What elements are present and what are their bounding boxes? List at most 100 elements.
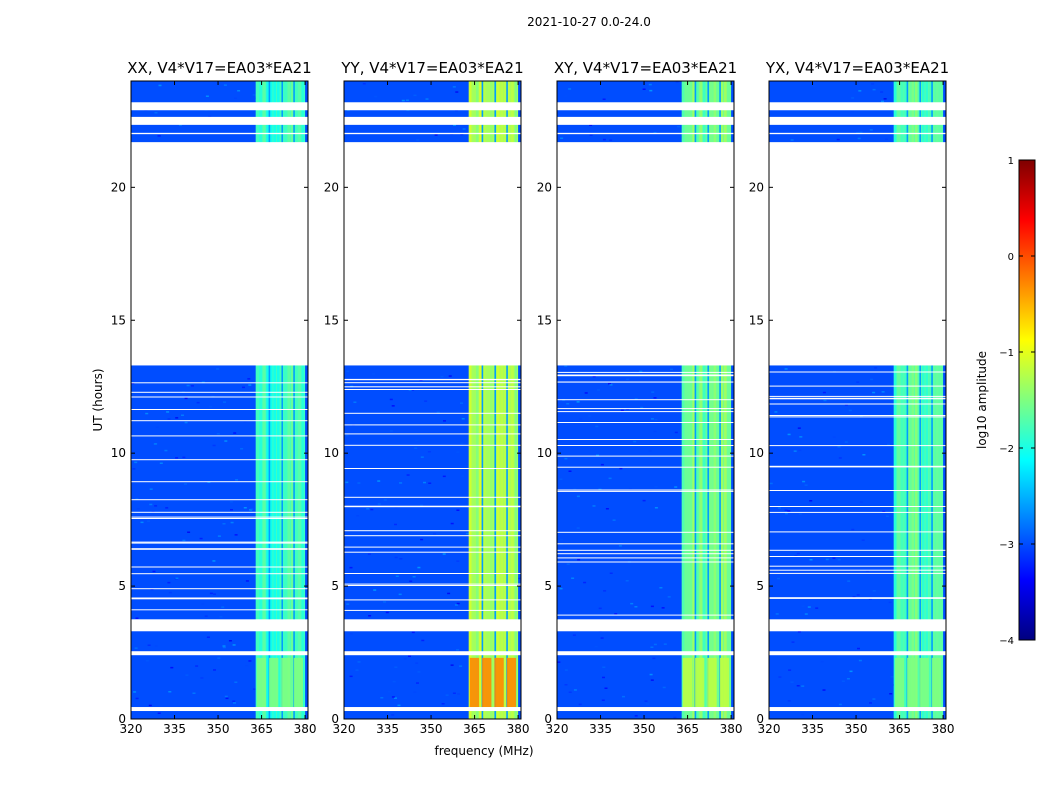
noise-pixel [196,401,200,404]
noise-pixel [571,577,575,579]
noise-pixel [182,539,186,542]
flag-line [769,572,946,574]
noise-pixel [413,94,417,97]
channel-divider [481,81,484,719]
x-axis-label: frequency (MHz) [434,744,533,758]
figure-title: 2021-10-27 0.0-24.0 [527,15,651,29]
noise-pixel [394,666,398,668]
data-gap [557,102,734,111]
noise-pixel [609,572,613,574]
flag-line [344,424,521,426]
noise-pixel [851,97,855,99]
noise-pixel [592,505,596,507]
noise-pixel [844,441,848,443]
noise-pixel [858,90,862,92]
noise-pixel [633,440,637,443]
noise-pixel [217,657,221,659]
noise-pixel [465,532,469,535]
flag-line [344,535,521,537]
noise-pixel [639,370,643,373]
noise-pixel [777,577,780,580]
noise-pixel [427,451,431,453]
signal-channel [283,81,287,719]
noise-pixel [790,681,794,683]
noise-pixel [456,649,459,651]
x-tick-label: 365 [463,722,486,736]
noise-pixel [833,614,837,616]
noise-pixel [650,646,654,648]
noise-pixel [135,498,139,500]
noise-pixel [368,615,372,617]
spectrogram-panel: YY, V4*V17=EA03*EA21 320 335 350 365 380 0 5 10 1… [324,59,530,736]
colorbar-tick-label: −2 [999,444,1014,455]
flag-line [344,546,521,548]
flag-line [769,465,946,467]
x-tick-label: 320 [120,722,143,736]
noise-pixel [602,676,605,679]
noise-pixel [391,405,395,407]
noise-pixel [784,509,788,511]
noise-pixel [442,553,446,555]
noise-pixel [374,95,378,98]
noise-pixel [650,605,654,608]
noise-pixel [355,669,359,671]
noise-pixel [788,669,792,671]
noise-pixel [649,673,653,676]
noise-pixel [648,490,652,492]
noise-pixel [424,400,428,402]
noise-pixel [573,488,577,491]
flag-line [344,585,521,586]
noise-pixel [209,592,213,595]
noise-pixel [564,684,568,686]
noise-pixel [252,688,256,690]
data-gap [769,651,946,656]
noise-pixel [652,657,656,660]
noise-pixel [349,675,353,678]
noise-pixel [159,462,163,464]
noise-pixel [579,418,583,420]
flag-line [769,403,946,405]
noise-pixel [228,640,232,642]
noise-pixel [648,450,652,452]
noise-pixel [436,411,440,414]
noise-pixel [380,697,384,699]
noise-pixel [184,421,188,424]
y-tick-label: 5 [544,579,552,593]
flag-line [131,566,308,568]
spectrogram-panel: XY, V4*V17=EA03*EA21 320 335 350 365 380 0 5 10 1… [537,59,743,736]
noise-pixel [601,699,605,701]
flag-line [131,459,308,461]
noise-pixel [787,510,791,512]
noise-pixel [888,413,892,416]
flag-line [557,561,734,563]
noise-pixel [455,91,459,93]
noise-pixel [394,697,397,699]
flag-line [769,597,946,599]
y-tick-label: 15 [537,313,552,327]
noise-pixel [576,527,580,529]
noise-pixel [644,700,648,702]
noise-pixel [166,411,170,413]
noise-pixel [598,607,602,610]
flag-line [344,496,521,498]
flag-line [769,397,946,399]
noise-pixel [837,656,841,659]
noise-pixel [154,645,158,647]
flag-line [557,411,734,413]
noise-pixel [345,434,349,437]
noise-pixel [243,421,247,423]
noise-pixel [604,687,608,689]
noise-pixel [434,134,438,136]
noise-pixel [620,409,624,411]
flag-line [344,386,521,388]
panel-frame [343,80,522,720]
noise-pixel [883,98,887,100]
noise-pixel [872,590,876,592]
noise-pixel [217,535,221,537]
signal-channel [904,81,907,719]
noise-pixel [222,645,226,647]
noise-pixel [787,700,791,702]
noise-pixel [408,655,411,657]
signal-channel [514,81,518,719]
signal-channel [907,81,911,719]
